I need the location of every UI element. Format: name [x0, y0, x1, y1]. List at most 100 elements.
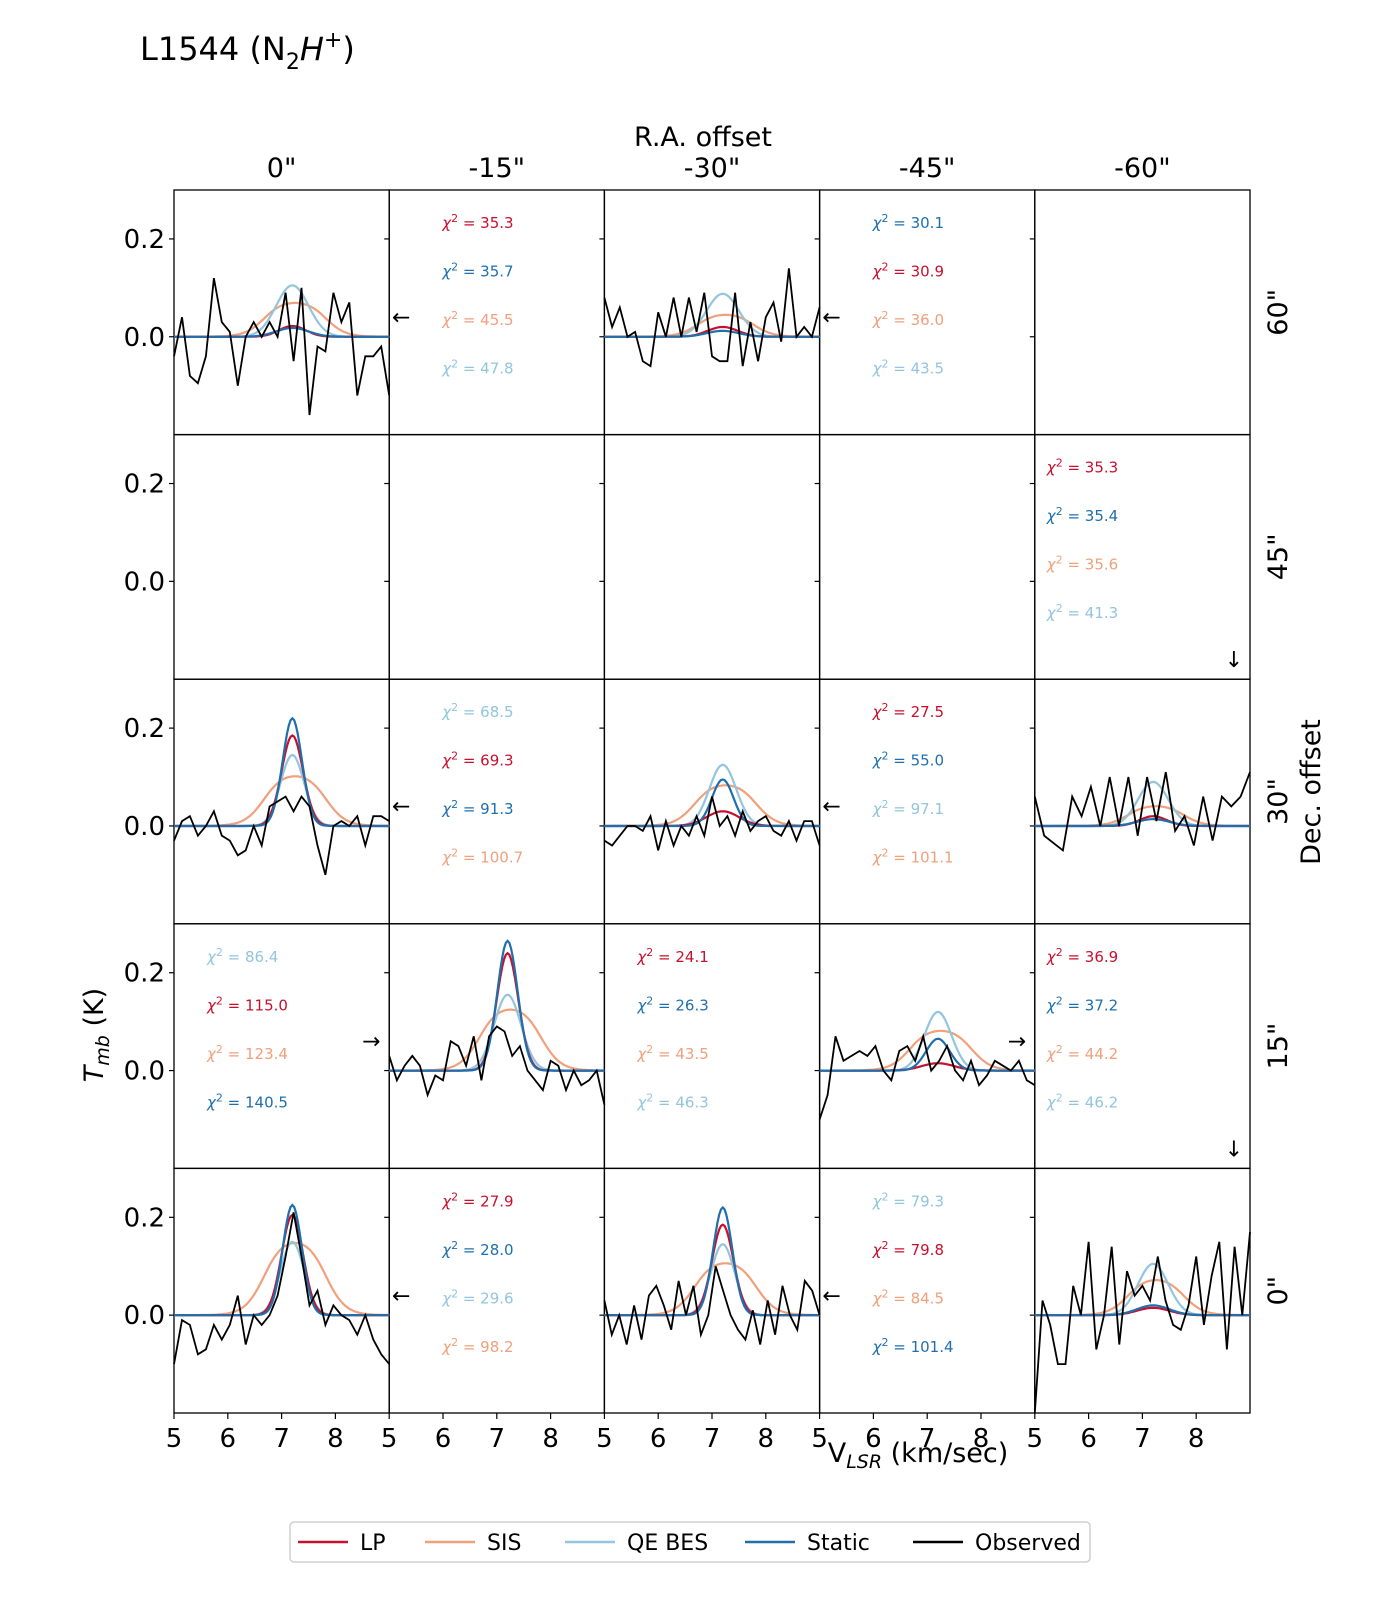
chi-value: = 44.2: [1063, 1045, 1119, 1063]
x-tick-label: 6: [435, 1424, 452, 1454]
chi-symbol: χ: [206, 996, 217, 1014]
chi-square-label: χ2 = 43.5: [872, 358, 944, 378]
direction-arrow-icon: →: [1008, 1030, 1026, 1055]
model-static-line: [604, 1205, 820, 1317]
chi-value: = 100.7: [458, 849, 523, 867]
panel-r0-c3: χ2 = 30.1χ2 = 30.9χ2 = 36.0χ2 = 43.5←: [822, 212, 944, 378]
chi-symbol: χ: [441, 1289, 452, 1307]
chi-square-label: χ2 = 35.7: [441, 261, 513, 281]
chi-square-label: χ2 = 84.5: [872, 1287, 944, 1307]
panel-r4-c1: χ2 = 27.9χ2 = 28.0χ2 = 29.6χ2 = 98.2←: [392, 1190, 514, 1356]
chi-square-label: χ2 = 100.7: [441, 847, 523, 867]
chi-symbol: χ: [872, 360, 883, 378]
chi-value: = 28.0: [458, 1241, 514, 1259]
chi-superscript: 2: [881, 261, 888, 274]
observed-spectrum-line: [173, 794, 390, 876]
y-tick-label: 0.0: [124, 1301, 165, 1331]
chi-superscript: 2: [881, 1287, 888, 1300]
observed-spectrum-line: [603, 268, 821, 368]
panel-r3-c1: [388, 939, 606, 1105]
chi-square-label: χ2 = 91.3: [441, 798, 513, 818]
chi-symbol: χ: [636, 1045, 647, 1063]
chi-superscript: 2: [451, 847, 458, 860]
legend-label: Static: [807, 1531, 870, 1556]
chi-square-label: χ2 = 35.6: [1046, 554, 1118, 574]
chi-symbol: χ: [1046, 948, 1057, 966]
chi-superscript: 2: [646, 994, 653, 1007]
x-axis-label: VLSR (km/sec): [828, 1438, 1009, 1473]
panel-grid: 0" -15" -30" -45" -60" 60" 45" 30" 15" 0" 0.2 0.0 0.…: [124, 153, 1294, 1454]
chi-value: = 101.4: [888, 1338, 953, 1356]
x-axis-label-base: V: [828, 1438, 847, 1469]
chi-square-label: χ2 = 46.3: [636, 1091, 708, 1111]
chi-symbol: χ: [1046, 1045, 1057, 1063]
chi-value: = 47.8: [458, 360, 514, 378]
chi-value: = 27.5: [888, 703, 944, 721]
chi-square-label: χ2 = 24.1: [636, 946, 708, 966]
chi-value: = 46.3: [653, 1093, 709, 1111]
chi-symbol: χ: [1046, 556, 1057, 574]
chi-symbol: χ: [872, 849, 883, 867]
dec-offset-label: 30": [1263, 778, 1294, 825]
chi-superscript: 2: [1056, 457, 1063, 470]
y-axis-label-base: T: [79, 1063, 110, 1082]
observed-spectrum-line: [1033, 1231, 1251, 1414]
chi-symbol: χ: [1046, 996, 1057, 1014]
chi-value: = 45.5: [458, 311, 514, 329]
chi-symbol: χ: [441, 1241, 452, 1259]
chi-square-label: χ2 = 35.3: [441, 212, 513, 232]
chi-symbol: χ: [441, 703, 452, 721]
chi-square-label: χ2 = 30.9: [872, 261, 944, 281]
x-tick-label: 8: [758, 1424, 775, 1454]
chi-value: = 35.3: [458, 214, 514, 232]
panel-r3-c3: →: [818, 1010, 1036, 1120]
chi-superscript: 2: [881, 1190, 888, 1203]
chi-symbol: χ: [441, 214, 452, 232]
chart-title-base: L1544 (N: [140, 30, 286, 68]
chi-value: = 36.0: [888, 311, 944, 329]
chi-superscript: 2: [1056, 1043, 1063, 1056]
chi-value: = 98.2: [458, 1338, 514, 1356]
chi-value: = 69.3: [458, 752, 514, 770]
chi-symbol: χ: [872, 1289, 883, 1307]
chi-symbol: χ: [441, 752, 452, 770]
x-axis-label-rest: (km/sec): [882, 1438, 1008, 1469]
chi-symbol: χ: [441, 360, 452, 378]
chi-symbol: χ: [872, 263, 883, 281]
observed-spectrum-line: [388, 1025, 606, 1105]
legend-label: QE BES: [627, 1531, 708, 1556]
dec-offset-label: 45": [1263, 534, 1294, 581]
chi-square-label: χ2 = 97.1: [872, 798, 944, 818]
chi-superscript: 2: [216, 994, 223, 1007]
observed-spectrum-line: [173, 1212, 390, 1365]
y-tick-label: 0.2: [124, 714, 165, 744]
ra-offset-label: -45": [899, 153, 956, 184]
y-tick-label: 0.2: [124, 1203, 165, 1233]
chi-superscript: 2: [1056, 946, 1063, 959]
x-tick-label: 7: [489, 1424, 506, 1454]
chi-square-label: χ2 = 140.5: [206, 1091, 288, 1111]
direction-arrow-icon: ←: [392, 795, 410, 820]
direction-arrow-icon: ↓: [1225, 648, 1243, 673]
model-static-line: [389, 939, 605, 1072]
y-tick-label: 0.2: [124, 470, 165, 500]
chi-symbol: χ: [872, 214, 883, 232]
observed-spectrum-line: [173, 277, 391, 416]
ra-offset-label: -30": [684, 153, 741, 184]
chi-superscript: 2: [881, 212, 888, 225]
x-tick-label: 7: [1134, 1424, 1151, 1454]
chi-square-label: χ2 = 35.3: [1046, 457, 1118, 477]
chi-symbol: χ: [1046, 604, 1057, 622]
ra-offset-label: -60": [1114, 153, 1171, 184]
chi-value: = 30.9: [888, 263, 944, 281]
x-tick-label: 7: [919, 1424, 936, 1454]
observed-spectrum-line: [818, 1032, 1036, 1120]
x-tick-label: 6: [650, 1424, 667, 1454]
chi-superscript: 2: [451, 1190, 458, 1203]
y-axis-label: Tmb (K): [79, 988, 114, 1082]
direction-arrow-icon: ↓: [1225, 1137, 1243, 1162]
y-tick-label: 0.0: [124, 1057, 165, 1087]
chi-square-label: χ2 = 98.2: [441, 1336, 513, 1356]
panel-r4-c4: [1033, 1231, 1251, 1414]
